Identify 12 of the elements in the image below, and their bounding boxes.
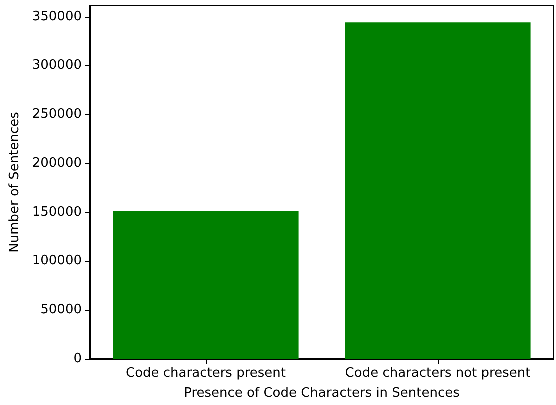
- y-tick-label: 50000: [40, 302, 82, 318]
- y-tick-label: 150000: [32, 204, 82, 220]
- x-tick-label: Code characters present: [126, 366, 286, 381]
- y-tick-label: 0: [74, 352, 82, 366]
- y-tick-label: 100000: [32, 254, 82, 269]
- x-axis-title: Presence of Code Characters in Sentences: [184, 386, 460, 401]
- y-tick-label: 300000: [32, 58, 82, 74]
- y-axis-title: Number of Sentences: [7, 112, 22, 253]
- y-tick-label: 250000: [32, 107, 82, 122]
- x-tick-label: Code characters not present: [345, 366, 531, 381]
- y-tick-label: 200000: [32, 156, 82, 171]
- y-tick-label: 350000: [32, 9, 82, 24]
